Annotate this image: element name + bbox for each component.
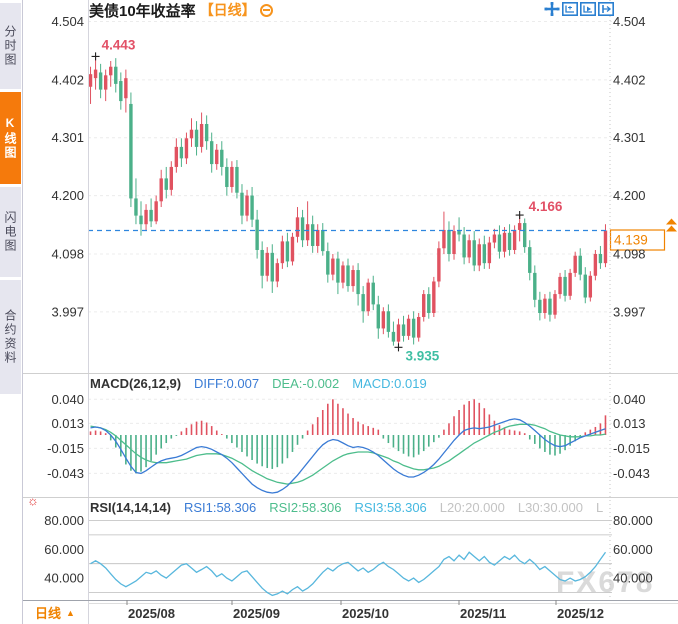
svg-text:0.013: 0.013 bbox=[51, 416, 84, 431]
svg-text:-0.015: -0.015 bbox=[47, 441, 84, 456]
rsi-label-row: RSI(14,14,14) RSI1:58.306 RSI2:58.306 RS… bbox=[90, 500, 603, 515]
svg-text:3.997: 3.997 bbox=[51, 304, 84, 319]
svg-text:2025/10: 2025/10 bbox=[342, 606, 389, 621]
svg-text:80.000: 80.000 bbox=[613, 513, 653, 528]
pan-crosshair-icon[interactable] bbox=[544, 2, 560, 16]
svg-text:-0.015: -0.015 bbox=[613, 441, 650, 456]
svg-text:2025/08: 2025/08 bbox=[128, 606, 175, 621]
svg-text:4.098: 4.098 bbox=[51, 246, 84, 261]
period-selector-label: 日线 bbox=[35, 606, 62, 621]
svg-text:4.301: 4.301 bbox=[613, 130, 646, 145]
rsi-l-value: L bbox=[595, 500, 604, 515]
period-tag: 【日线】 bbox=[199, 2, 256, 18]
sidebar-tab-time-chart[interactable]: 分时图 bbox=[0, 3, 21, 89]
rsi1-value: RSI1:58.306 bbox=[183, 500, 257, 515]
panel-borders bbox=[22, 0, 678, 624]
minus-circle-icon[interactable] bbox=[259, 3, 273, 17]
svg-text:4.166: 4.166 bbox=[529, 199, 563, 214]
svg-text:40.000: 40.000 bbox=[613, 571, 653, 586]
rsi2-value: RSI2:58.306 bbox=[269, 500, 342, 515]
axis-autoscroll-icon[interactable] bbox=[580, 2, 596, 16]
x-axis: 2025/08 2025/09 2025/10 2025/11 2025/12 bbox=[126, 600, 604, 621]
rsi-series bbox=[90, 551, 607, 597]
macd-dea-value: DEA:-0.002 bbox=[272, 376, 340, 391]
svg-text:4.139: 4.139 bbox=[614, 233, 648, 248]
svg-text:0.013: 0.013 bbox=[613, 416, 646, 431]
instrument-title: 美债10年收益率 bbox=[89, 2, 196, 20]
sidebar-tab-kline-chart[interactable]: K线图 bbox=[0, 92, 21, 184]
svg-text:60.000: 60.000 bbox=[44, 542, 84, 557]
svg-text:4.098: 4.098 bbox=[613, 246, 646, 261]
svg-text:4.200: 4.200 bbox=[51, 188, 84, 203]
svg-text:-0.043: -0.043 bbox=[613, 466, 650, 481]
svg-text:4.301: 4.301 bbox=[51, 130, 84, 145]
svg-text:2025/09: 2025/09 bbox=[233, 606, 280, 621]
svg-text:2025/11: 2025/11 bbox=[460, 606, 506, 621]
last-price-label: 4.139 bbox=[609, 218, 677, 251]
rsi-l20-value: L20:20.000 bbox=[439, 500, 505, 515]
chart-toolbar bbox=[544, 2, 614, 16]
svg-text:80.000: 80.000 bbox=[44, 513, 84, 528]
svg-text:2025/12: 2025/12 bbox=[557, 606, 604, 621]
rsi3-value: RSI3:58.306 bbox=[354, 500, 427, 515]
alarm-icon[interactable]: ☼ bbox=[27, 493, 39, 508]
macd-diff-value: DIFF:0.007 bbox=[194, 376, 260, 391]
watermark: FX678 bbox=[556, 566, 655, 599]
macd-macd-value: MACD:0.019 bbox=[352, 376, 427, 391]
svg-text:4.504: 4.504 bbox=[51, 14, 84, 29]
svg-text:3.997: 3.997 bbox=[613, 304, 646, 319]
sidebar-tab-flash-chart[interactable]: 闪电图 bbox=[0, 187, 21, 277]
macd-series bbox=[89, 399, 607, 494]
svg-text:3.935: 3.935 bbox=[405, 348, 439, 363]
svg-text:0.040: 0.040 bbox=[51, 392, 84, 407]
macd-label-row: MACD(26,12,9) DIFF:0.007 DEA:-0.002 MACD… bbox=[90, 376, 427, 391]
sidebar-tab-contract-info[interactable]: 合约资料 bbox=[0, 280, 21, 394]
candlestick-series bbox=[88, 56, 608, 348]
axis-shift-icon[interactable] bbox=[598, 2, 614, 16]
svg-text:0.040: 0.040 bbox=[613, 392, 646, 407]
sidebar: 分时图 K线图 闪电图 合约资料 bbox=[0, 0, 23, 624]
rsi-title: RSI(14,14,14) bbox=[90, 500, 171, 515]
svg-text:40.000: 40.000 bbox=[44, 571, 84, 586]
svg-text:4.443: 4.443 bbox=[102, 37, 136, 52]
price-annotations: 4.443 3.935 4.166 bbox=[91, 37, 563, 363]
svg-text:4.402: 4.402 bbox=[613, 72, 646, 87]
svg-text:60.000: 60.000 bbox=[613, 542, 653, 557]
period-selector[interactable]: 日线 ▲ bbox=[22, 601, 88, 624]
chart-header: 美债10年收益率 【日线】 bbox=[89, 1, 273, 20]
axis-zoom-icon[interactable] bbox=[562, 2, 578, 16]
chevron-up-icon: ▲ bbox=[66, 607, 75, 618]
svg-text:4.402: 4.402 bbox=[51, 72, 84, 87]
macd-title: MACD(26,12,9) bbox=[90, 376, 182, 391]
svg-text:-0.043: -0.043 bbox=[47, 466, 84, 481]
rsi-l30-value: L30:30.000 bbox=[517, 500, 583, 515]
svg-text:4.504: 4.504 bbox=[613, 14, 646, 29]
svg-text:4.200: 4.200 bbox=[613, 188, 646, 203]
y-axis-labels: 4.504 4.504 4.402 4.402 4.301 4.301 4.200 4.200… bbox=[44, 14, 653, 586]
